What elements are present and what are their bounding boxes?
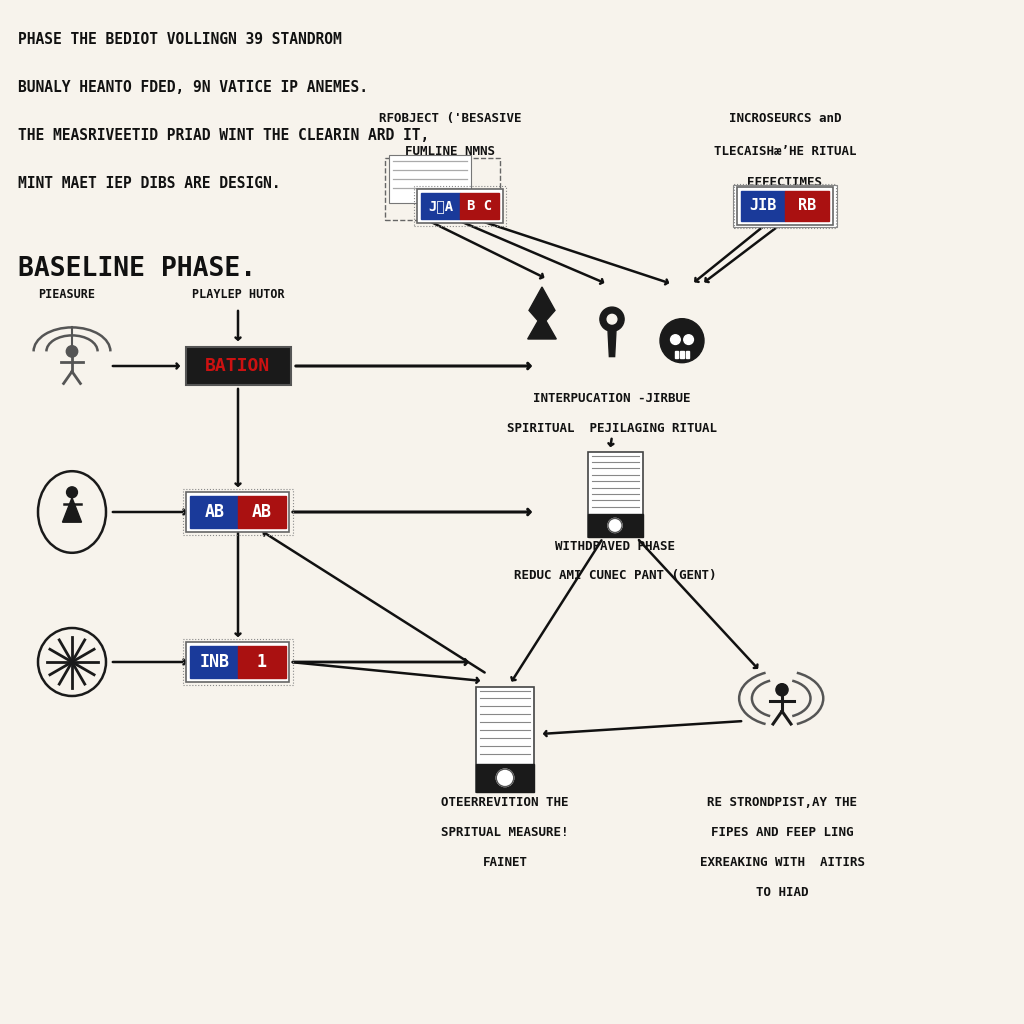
Text: TO HIAD: TO HIAD: [756, 886, 808, 898]
Bar: [389, 155, 471, 203]
Circle shape: [67, 346, 78, 357]
Text: OTEERREVITION THE: OTEERREVITION THE: [441, 796, 568, 809]
Bar: [670, 344, 694, 357]
Text: TLECAISHæ’HE RITUAL: TLECAISHæ’HE RITUAL: [714, 145, 856, 159]
Bar: [190, 496, 238, 528]
Text: AB: AB: [204, 503, 224, 521]
Bar: [733, 185, 837, 227]
Bar: [190, 646, 238, 678]
Circle shape: [660, 318, 705, 362]
Text: RFOBJECT ('BESASIVE: RFOBJECT ('BESASIVE: [379, 113, 521, 126]
Text: JIB: JIB: [750, 199, 776, 213]
Text: INB: INB: [200, 653, 229, 671]
Text: PLAYLEP HUTOR: PLAYLEP HUTOR: [191, 288, 285, 300]
Bar: [238, 496, 286, 528]
Bar: [476, 686, 534, 792]
Text: JℓA: JℓA: [428, 199, 453, 213]
Bar: [385, 158, 501, 220]
Circle shape: [671, 335, 680, 344]
Polygon shape: [608, 332, 616, 356]
Bar: [238, 646, 286, 678]
Text: AB: AB: [252, 503, 271, 521]
Polygon shape: [527, 287, 556, 339]
Text: INCROSEURCS anD: INCROSEURCS anD: [729, 113, 842, 126]
Bar: [421, 193, 460, 219]
Bar: [186, 642, 290, 682]
Text: RE STRONDPIST,AY THE: RE STRONDPIST,AY THE: [707, 796, 857, 809]
Text: EXREAKING WITH  AITIRS: EXREAKING WITH AITIRS: [699, 855, 864, 868]
Bar: [675, 351, 678, 357]
Text: INTERPUCATION -JIRBUE: INTERPUCATION -JIRBUE: [534, 392, 691, 406]
Bar: [680, 351, 684, 357]
Text: BUNALY HEANTO FDED, 9N VATICE IP ANEMES.: BUNALY HEANTO FDED, 9N VATICE IP ANEMES.: [18, 80, 368, 95]
Text: B C: B C: [467, 199, 493, 213]
Text: PIEASURE: PIEASURE: [39, 288, 95, 300]
Text: FIPES AND FEEP LING: FIPES AND FEEP LING: [711, 825, 853, 839]
Bar: [414, 186, 506, 226]
Bar: [737, 187, 833, 225]
Text: THE MEASRIVEЕТID PRIAD WINT THE CLEARIN ARD IT,: THE MEASRIVEЕТID PRIAD WINT THE CLEARIN …: [18, 128, 429, 143]
Bar: [588, 452, 642, 537]
Polygon shape: [62, 498, 82, 522]
Circle shape: [684, 335, 693, 344]
Circle shape: [608, 518, 622, 532]
Text: FAINET: FAINET: [482, 855, 527, 868]
Circle shape: [67, 486, 78, 498]
Bar: [183, 489, 293, 535]
Circle shape: [607, 314, 616, 324]
Bar: [734, 184, 836, 228]
Text: BATION: BATION: [206, 357, 270, 375]
Text: BASELINE PHASE.: BASELINE PHASE.: [18, 256, 256, 282]
Text: PHASE THE BEDIOT VOLLINGN 39 STANDROM: PHASE THE BEDIOT VOLLINGN 39 STANDROM: [18, 32, 342, 47]
Bar: [183, 639, 293, 685]
Text: SPIRITUAL  PEJILAGING RITUAL: SPIRITUAL PEJILAGING RITUAL: [507, 423, 717, 435]
Bar: [588, 514, 642, 537]
Text: WITHDРAVED PHASE: WITHDРAVED PHASE: [555, 540, 675, 553]
Bar: [460, 193, 499, 219]
Bar: [741, 191, 785, 221]
Bar: [785, 191, 829, 221]
Bar: [417, 189, 503, 223]
Bar: [476, 764, 534, 792]
Text: MINT MAET IEP DIBS ARE DESIGN.: MINT MAET IEP DIBS ARE DESIGN.: [18, 176, 281, 191]
Circle shape: [600, 307, 624, 332]
Text: 1: 1: [257, 653, 266, 671]
Text: REDUC AMI CUNEC PANT (GENT): REDUC AMI CUNEC PANT (GENT): [514, 569, 716, 583]
Circle shape: [776, 684, 788, 696]
Bar: [185, 347, 291, 385]
Bar: [686, 351, 689, 357]
Circle shape: [497, 769, 514, 786]
Text: EFFECTIMES: EFFECTIMES: [748, 175, 822, 188]
Bar: [186, 492, 290, 532]
Text: SPRITUAL MEASURE!: SPRITUAL MEASURE!: [441, 825, 568, 839]
Text: FUMLINE NMNS: FUMLINE NMNS: [406, 145, 495, 159]
Text: RB: RB: [798, 199, 816, 213]
